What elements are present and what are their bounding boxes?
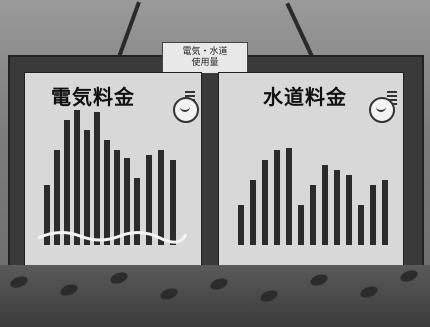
- water-bar: [322, 165, 328, 245]
- electricity-bar: [170, 160, 176, 245]
- water-bar: [310, 185, 316, 245]
- water-bar: [262, 160, 268, 245]
- sign-line-1: 電気・水道: [182, 47, 228, 57]
- water-bar: [298, 205, 304, 245]
- electricity-bar: [74, 110, 80, 245]
- electricity-bar: [158, 150, 164, 245]
- electricity-bar: [114, 150, 120, 245]
- electricity-bar: [84, 130, 90, 245]
- top-sign: 電気・水道 使用量: [162, 42, 248, 74]
- leaf: [398, 268, 420, 284]
- sign-line-2: 使用量: [191, 58, 219, 68]
- water-bar: [358, 205, 364, 245]
- foreground-plants: [0, 265, 430, 327]
- legend-icon: [387, 91, 397, 105]
- leaf: [358, 284, 380, 300]
- electricity-bar: [94, 112, 100, 245]
- leaf: [108, 270, 130, 286]
- electricity-bar: [146, 155, 152, 245]
- electricity-bar: [124, 158, 130, 245]
- water-title: 水道料金: [263, 85, 347, 109]
- leaf: [258, 288, 280, 304]
- water-bar: [346, 175, 352, 245]
- water-bar: [370, 185, 376, 245]
- leaf: [308, 272, 330, 288]
- water-bar: [334, 170, 340, 245]
- electricity-title: 電気料金: [51, 85, 135, 109]
- leaf: [158, 286, 180, 302]
- leaf: [208, 276, 230, 292]
- water-bar: [274, 150, 280, 245]
- electricity-bar: [104, 140, 110, 245]
- leaf: [58, 282, 80, 298]
- mascot-icon: [369, 97, 395, 123]
- water-bar: [286, 148, 292, 245]
- water-bar: [250, 180, 256, 245]
- leaf: [8, 274, 30, 290]
- electricity-bar: [54, 150, 60, 245]
- trend-line: [37, 231, 188, 244]
- mascot-icon: [173, 97, 199, 123]
- electricity-bar: [134, 178, 140, 245]
- water-bar: [382, 180, 388, 245]
- water-bar: [238, 205, 244, 245]
- electricity-bar: [44, 185, 50, 245]
- electricity-bar: [64, 120, 70, 245]
